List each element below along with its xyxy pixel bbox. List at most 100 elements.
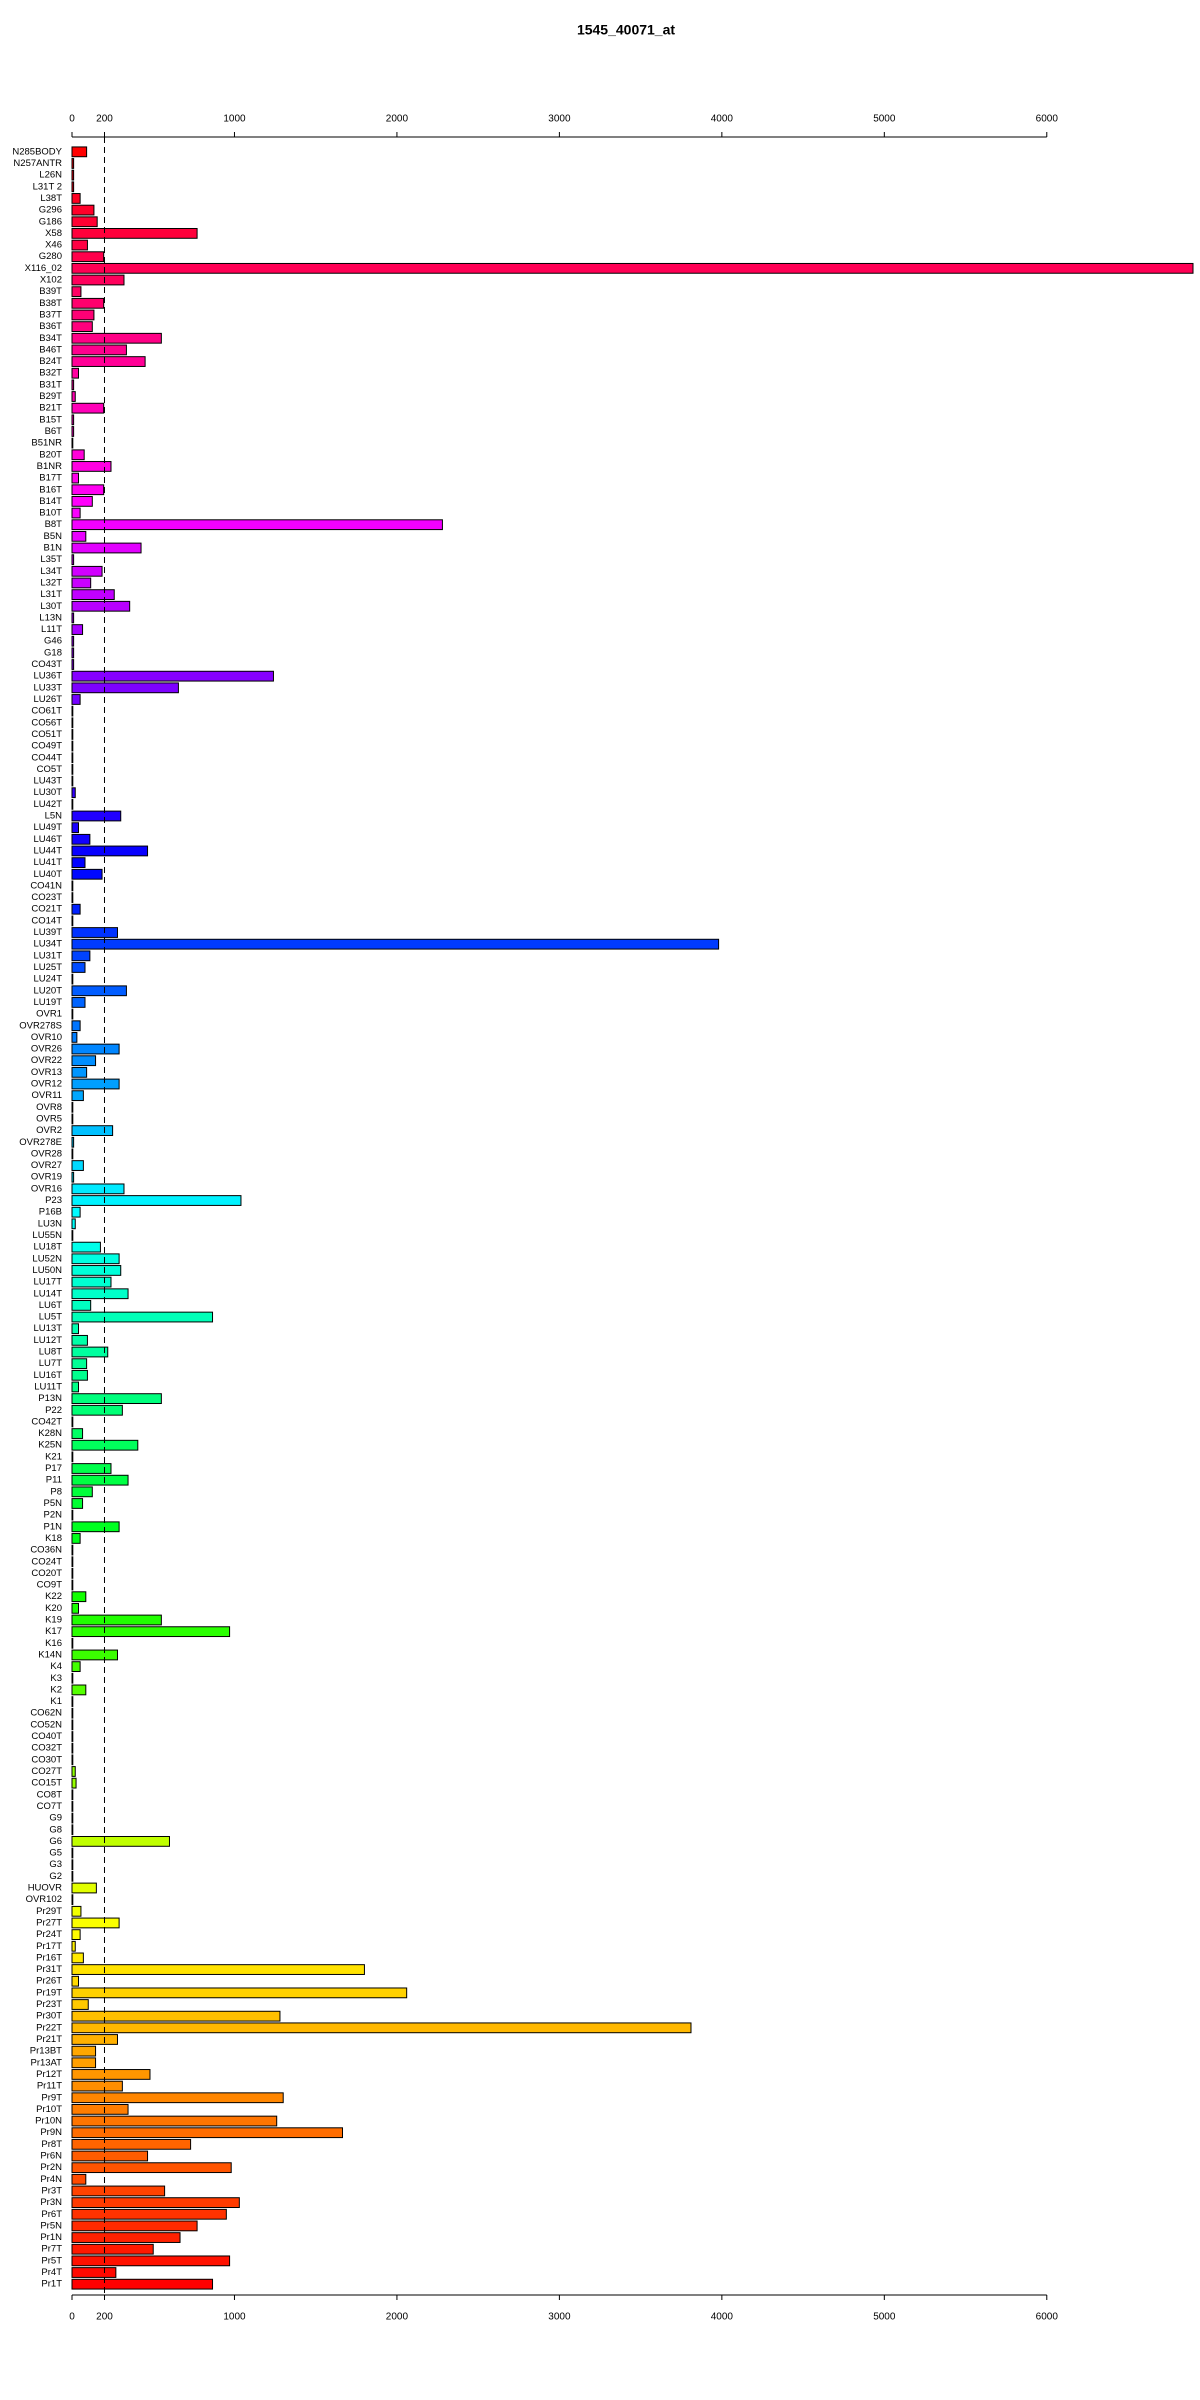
bar: [71, 729, 74, 740]
bar: [71, 356, 146, 367]
bar: [71, 1218, 76, 1230]
bar: [71, 1486, 93, 1498]
bar: [71, 2022, 692, 2034]
y-tick-label: LU11T: [34, 1381, 62, 1392]
bar: [71, 181, 75, 193]
bar: [71, 694, 81, 705]
y-tick-label: OVR16: [31, 1183, 62, 1194]
y-tick-label: K22: [45, 1591, 62, 1602]
y-tick-label: LU17T: [33, 1277, 62, 1288]
bar: [71, 1066, 88, 1078]
y-tick-label: L11T: [41, 624, 62, 635]
bar: [71, 1241, 101, 1253]
y-tick-label: Pr6N: [40, 2151, 62, 2162]
bar: [71, 798, 74, 810]
y-tick-label: LU55N: [32, 1230, 62, 1241]
bar: [71, 1707, 74, 1719]
y-tick-label: Pr10N: [35, 2116, 62, 2127]
y-tick-label: K18: [45, 1533, 62, 1544]
bar: [71, 1113, 74, 1125]
y-tick-label: B46T: [39, 344, 62, 355]
bar: [71, 1393, 162, 1405]
y-tick-label: CO41N: [30, 880, 62, 891]
y-tick-label: LU3N: [38, 1218, 62, 1229]
y-tick-label: OVR22: [31, 1055, 62, 1066]
y-tick-label: OVR10: [31, 1032, 62, 1043]
y-tick-label: G9: [49, 1813, 62, 1824]
y-tick-label: CO61T: [31, 706, 62, 717]
bar: [71, 1346, 109, 1358]
x-tick-label: 5000: [873, 114, 896, 125]
bar: [71, 2057, 97, 2069]
bar: [71, 216, 98, 228]
y-tick-label: OVR2: [36, 1125, 62, 1136]
bar: [71, 204, 95, 216]
y-tick-label: X102: [40, 275, 62, 286]
y-tick-label: LU33T: [33, 682, 62, 693]
bar: [71, 2243, 154, 2255]
bar: [71, 1148, 74, 1160]
bar: [71, 391, 76, 402]
bar: [71, 426, 75, 437]
y-tick-label: CO36N: [30, 1545, 62, 1556]
y-tick-label: CO20T: [31, 1568, 62, 1579]
y-tick-label: CO52N: [30, 1719, 62, 1730]
bar: [71, 950, 91, 962]
y-tick-label: G46: [44, 636, 62, 647]
y-tick-label: LU46T: [33, 834, 62, 845]
bar: [71, 461, 112, 472]
x-tick-label: 5000: [873, 2312, 896, 2323]
bar: [71, 1801, 74, 1812]
y-tick-label: LU49T: [33, 822, 62, 833]
bar: [71, 1964, 365, 1975]
bar: [71, 239, 88, 251]
bar: [71, 1917, 120, 1929]
y-tick-label: B5N: [44, 531, 63, 542]
y-tick-label: N285BODY: [12, 146, 62, 157]
bar: [71, 227, 198, 239]
bar: [71, 647, 75, 659]
bar: [71, 1160, 84, 1171]
y-tick-label: LU19T: [33, 997, 62, 1008]
bar: [71, 1567, 74, 1579]
y-tick-label: B1N: [44, 543, 63, 554]
bar: [71, 379, 75, 391]
y-tick-label: OVR19: [31, 1172, 62, 1183]
y-tick-label: B31T: [39, 379, 62, 390]
bar: [71, 1311, 214, 1323]
bar: [71, 2138, 192, 2150]
x-tick-label: 3000: [548, 2312, 571, 2323]
bar: [71, 1078, 120, 1090]
bar: [71, 927, 118, 938]
bar: [71, 2069, 151, 2080]
bar: [71, 1987, 408, 1999]
bar: [71, 495, 93, 507]
y-tick-label: Pr24T: [36, 1929, 62, 1940]
bar: [71, 1789, 74, 1801]
y-tick-label: K4: [50, 1661, 62, 1672]
bar: [71, 822, 79, 834]
bar: [71, 2220, 198, 2232]
bar: [71, 1031, 78, 1043]
y-tick-label: P16B: [39, 1207, 62, 1218]
y-tick-label: K1: [50, 1696, 62, 1707]
bar: [71, 1882, 97, 1894]
bar: [71, 297, 105, 309]
y-tick-label: OVR13: [31, 1067, 62, 1078]
y-tick-label: OVR28: [31, 1148, 62, 1159]
y-tick-label: Pr26T: [36, 1976, 62, 1987]
y-tick-label: LU6T: [39, 1300, 62, 1311]
bar: [71, 367, 79, 379]
y-tick-label: Pr27T: [36, 1917, 62, 1928]
bar: [71, 775, 74, 787]
bar: [71, 554, 75, 566]
y-tick-label: P22: [45, 1405, 62, 1416]
y-tick-label: Pr13BT: [30, 2046, 62, 2057]
bar: [71, 612, 75, 624]
bar: [71, 1649, 118, 1661]
bar: [71, 1614, 162, 1626]
bar: [71, 1905, 82, 1917]
x-tick-label: 0: [69, 2312, 75, 2323]
